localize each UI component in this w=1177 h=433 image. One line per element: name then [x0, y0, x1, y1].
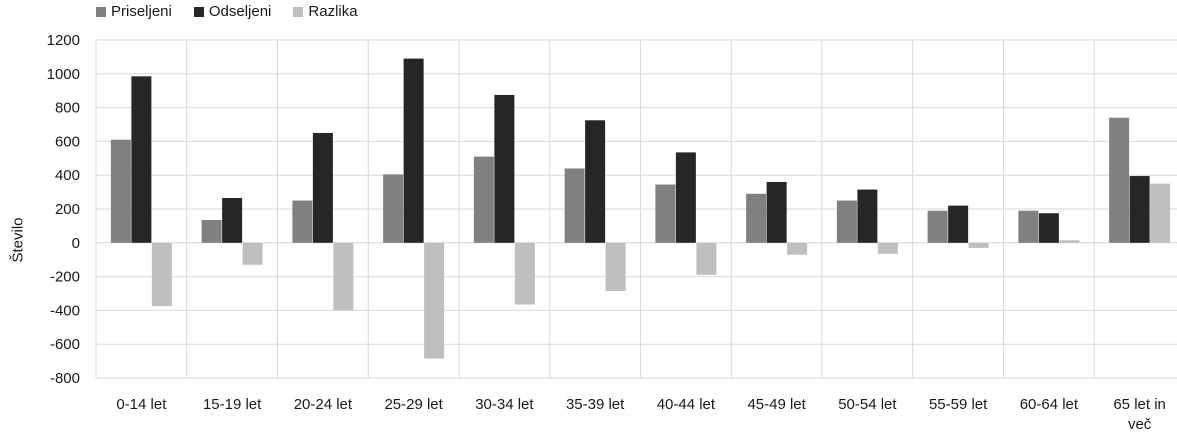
- bar-priseljeni: [655, 184, 676, 243]
- y-tick-label: 400: [55, 167, 80, 184]
- y-tick-label: 1200: [47, 32, 80, 49]
- legend-label-priseljeni: Priseljeni: [111, 3, 172, 20]
- y-tick-label: 200: [55, 201, 80, 218]
- legend-item-odseljeni: Odseljeni: [193, 3, 272, 20]
- bar-razlika: [151, 242, 172, 307]
- legend-label-odseljeni: Odseljeni: [208, 3, 272, 20]
- x-tick-label: 40-44 let: [657, 396, 716, 413]
- y-tick-label: -800: [50, 370, 80, 387]
- bar-odseljeni: [948, 205, 969, 243]
- bar-odseljeni: [1129, 176, 1150, 243]
- bar-priseljeni: [836, 200, 857, 243]
- y-tick-label: -600: [50, 336, 80, 353]
- x-tick-label: 25-29 let: [384, 396, 443, 413]
- legend-swatch-razlika: [293, 6, 304, 17]
- bar-priseljeni: [201, 219, 222, 243]
- bar-priseljeni: [927, 210, 948, 243]
- bar-razlika: [514, 242, 535, 305]
- x-tick-label: 50-54 let: [838, 396, 897, 413]
- bar-razlika: [696, 242, 717, 275]
- bar-odseljeni: [766, 181, 787, 243]
- bar-razlika: [1150, 183, 1171, 243]
- bar-priseljeni: [1018, 210, 1039, 243]
- bar-priseljeni: [383, 174, 404, 243]
- bar-priseljeni: [110, 139, 131, 243]
- bar-odseljeni: [857, 189, 878, 243]
- bar-odseljeni: [1038, 213, 1059, 243]
- x-tick-label: 55-59 let: [929, 396, 988, 413]
- bar-odseljeni: [585, 120, 606, 243]
- legend-label-razlika: Razlika: [308, 3, 358, 20]
- bar-razlika: [605, 242, 626, 291]
- bar-razlika: [242, 242, 263, 265]
- x-tick-label: 0-14 let: [116, 396, 167, 413]
- y-tick-label: 800: [55, 100, 80, 117]
- bar-odseljeni: [675, 152, 696, 243]
- x-tick-label: 20-24 let: [294, 396, 353, 413]
- x-tick-label: 65 let in: [1113, 396, 1166, 413]
- bar-odseljeni: [403, 58, 424, 243]
- bar-priseljeni: [564, 168, 585, 243]
- bar-priseljeni: [292, 200, 313, 243]
- bar-razlika: [787, 242, 808, 255]
- bar-odseljeni: [222, 198, 243, 243]
- y-tick-label: 600: [55, 133, 80, 150]
- y-tick-label: 1000: [47, 66, 80, 83]
- x-tick-label: več: [1128, 416, 1152, 433]
- bar-priseljeni: [1109, 117, 1130, 243]
- legend-item-razlika: Razlika: [293, 3, 358, 20]
- bar-razlika: [968, 242, 989, 248]
- y-tick-label: -200: [50, 269, 80, 286]
- y-tick-label: 0: [72, 235, 80, 252]
- bar-odseljeni: [494, 94, 515, 243]
- bar-odseljeni: [131, 76, 152, 243]
- bar-razlika: [877, 242, 898, 254]
- x-tick-label: 60-64 let: [1020, 396, 1079, 413]
- legend-swatch-priseljeni: [96, 6, 106, 17]
- x-tick-label: 35-39 let: [566, 396, 625, 413]
- legend-swatch-odseljeni: [193, 6, 204, 17]
- bar-odseljeni: [312, 132, 333, 243]
- bar-priseljeni: [473, 156, 494, 243]
- x-tick-label: 45-49 let: [747, 396, 806, 413]
- legend-item-priseljeni: Priseljeni: [96, 3, 172, 20]
- bar-priseljeni: [746, 193, 767, 243]
- bar-razlika: [333, 242, 354, 311]
- bar-razlika: [424, 242, 445, 359]
- x-tick-label: 30-34 let: [475, 396, 534, 413]
- bar-razlika: [1059, 240, 1080, 243]
- legend: Priseljeni Odseljeni Razlika: [96, 3, 358, 20]
- x-tick-label: 15-19 let: [203, 396, 262, 413]
- y-tick-label: -400: [50, 302, 80, 319]
